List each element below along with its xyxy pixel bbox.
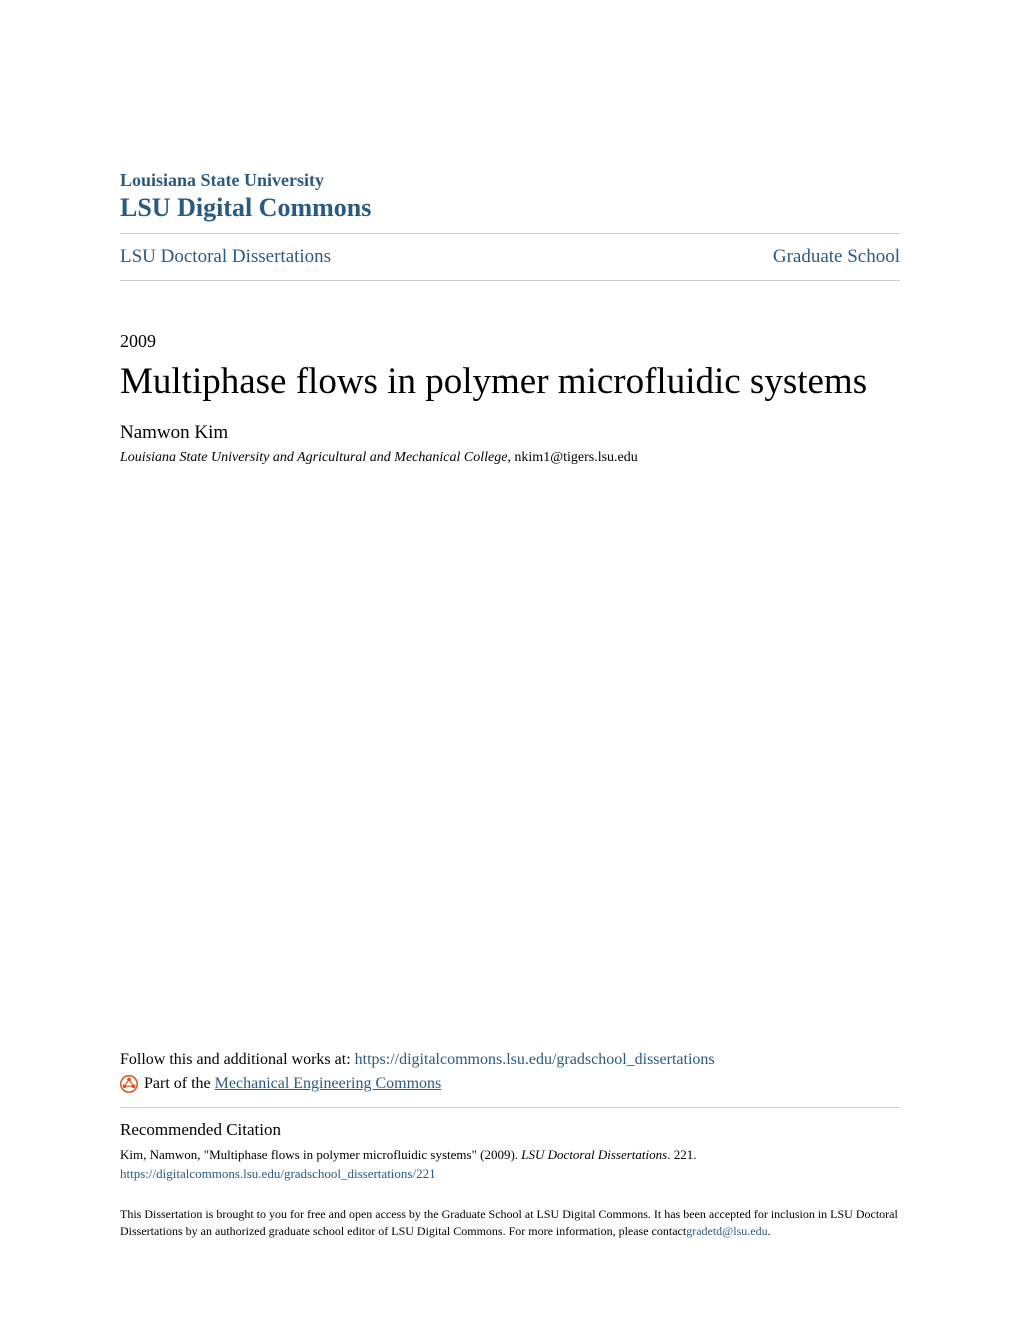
citation-heading: Recommended Citation	[120, 1120, 900, 1140]
section-divider	[120, 1107, 900, 1108]
contact-email-link[interactable]: gradetd@lsu.edu	[686, 1224, 767, 1238]
citation-prefix: Kim, Namwon, "Multiphase flows in polyme…	[120, 1147, 521, 1162]
affiliation-text: Louisiana State University and Agricultu…	[120, 450, 507, 465]
school-link[interactable]: Graduate School	[773, 246, 900, 268]
footer-text: This Dissertation is brought to you for …	[120, 1206, 900, 1240]
footer-body: This Dissertation is brought to you for …	[120, 1207, 898, 1238]
network-icon	[120, 1075, 138, 1093]
paper-title: Multiphase flows in polymer microfluidic…	[120, 360, 900, 404]
partof-prefix: Part of the	[144, 1075, 215, 1092]
follow-url-link[interactable]: https://digitalcommons.lsu.edu/gradschoo…	[355, 1051, 715, 1068]
follow-works-line: Follow this and additional works at: htt…	[120, 1051, 900, 1069]
breadcrumb-nav: LSU Doctoral Dissertations Graduate Scho…	[120, 233, 900, 281]
footer-period: .	[768, 1224, 771, 1238]
university-name: Louisiana State University	[120, 170, 900, 191]
publication-year: 2009	[120, 331, 900, 352]
follow-section: Follow this and additional works at: htt…	[120, 1051, 900, 1240]
author-email: , nkim1@tigers.lsu.edu	[507, 450, 637, 465]
citation-series: LSU Doctoral Dissertations	[521, 1147, 667, 1162]
citation-text: Kim, Namwon, "Multiphase flows in polyme…	[120, 1146, 900, 1164]
citation-suffix: . 221.	[667, 1147, 696, 1162]
part-of-row: Part of the Mechanical Engineering Commo…	[120, 1075, 900, 1093]
part-of-text: Part of the Mechanical Engineering Commo…	[144, 1075, 441, 1093]
author-affiliation: Louisiana State University and Agricultu…	[120, 448, 900, 466]
author-name: Namwon Kim	[120, 422, 900, 444]
commons-category-link[interactable]: Mechanical Engineering Commons	[215, 1075, 442, 1092]
citation-url-link[interactable]: https://digitalcommons.lsu.edu/gradschoo…	[120, 1166, 900, 1182]
collection-link[interactable]: LSU Doctoral Dissertations	[120, 246, 331, 268]
digital-commons-title[interactable]: LSU Digital Commons	[120, 193, 900, 223]
follow-prefix: Follow this and additional works at:	[120, 1051, 355, 1068]
